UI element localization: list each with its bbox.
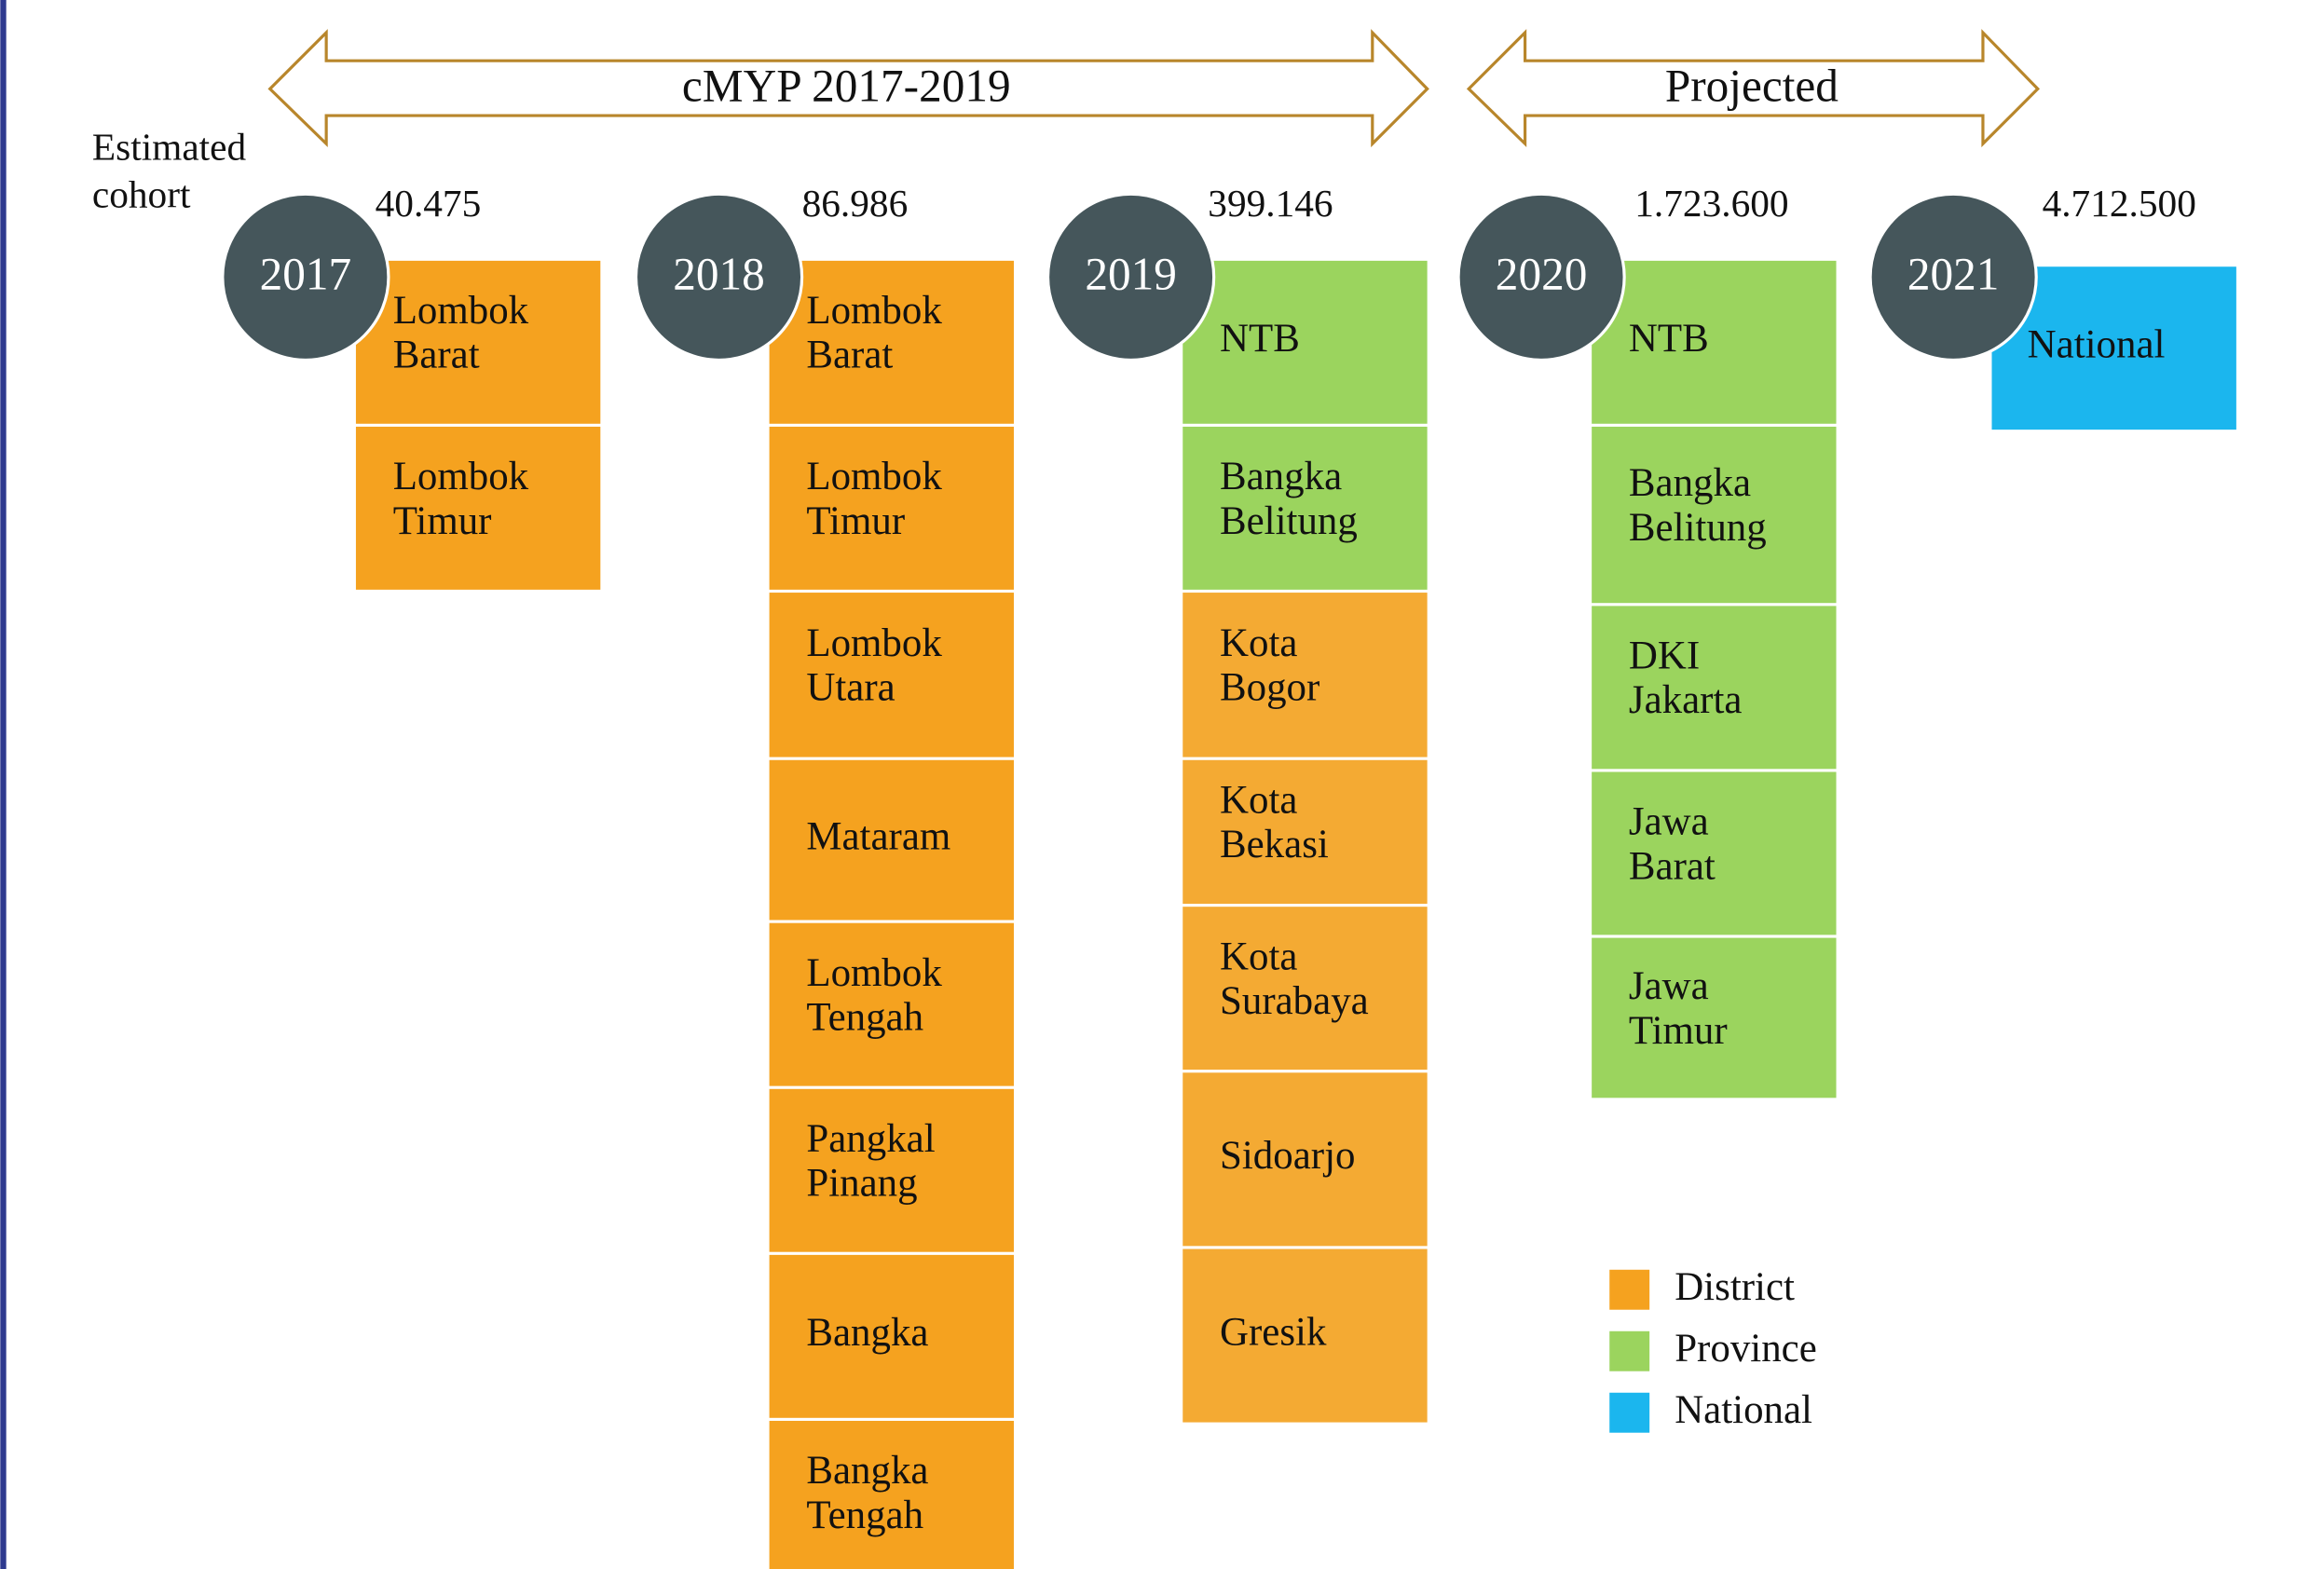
region-box — [769, 1254, 1014, 1418]
cohort-value: 4.712.500 — [2043, 182, 2196, 225]
region-label: Surabaya — [1220, 979, 1369, 1023]
region-box — [1183, 1072, 1428, 1247]
cohort-value: 1.723.600 — [1634, 182, 1788, 225]
cohort-value: 40.475 — [376, 182, 482, 225]
region-label: DKI — [1629, 634, 1700, 677]
region-label: National — [2028, 323, 2166, 367]
region-label: Timur — [806, 499, 905, 543]
region-label: NTB — [1629, 317, 1709, 361]
region-box — [1592, 426, 1837, 604]
arrow-label: Projected — [1665, 60, 1839, 111]
year-label: 2018 — [673, 248, 765, 299]
region-box — [1183, 907, 1428, 1071]
region-label: Pangkal — [806, 1117, 935, 1161]
year-badge — [1046, 192, 1216, 362]
region-label: Bogor — [1220, 666, 1319, 710]
region-label: Tengah — [806, 1494, 923, 1537]
region-label: Lombok — [806, 621, 942, 665]
region-label: Pinang — [806, 1162, 917, 1206]
region-box — [355, 426, 601, 590]
region-label: Gresik — [1220, 1310, 1327, 1354]
region-label: Sidoarjo — [1220, 1134, 1355, 1178]
legend-swatch — [1609, 1392, 1650, 1433]
region-label: Jawa — [1629, 964, 1709, 1008]
region-label: Lombok — [393, 455, 529, 498]
region-label: Jawa — [1629, 800, 1709, 844]
cohort-label: cohort — [92, 173, 191, 216]
region-box — [1183, 1248, 1428, 1423]
region-label: Bangka — [1629, 461, 1751, 505]
year-badge — [221, 192, 390, 362]
legend-label: National — [1675, 1388, 1812, 1432]
region-label: Kota — [1220, 935, 1297, 978]
region-box — [769, 593, 1014, 757]
year-label: 2021 — [1907, 248, 2000, 299]
legend-swatch — [1609, 1269, 1650, 1310]
region-box — [769, 759, 1014, 921]
cohort-value: 399.146 — [1208, 182, 1333, 225]
year-label: 2020 — [1496, 248, 1588, 299]
year-label: 2017 — [260, 248, 352, 299]
arrow-label: cMYP 2017-2019 — [682, 60, 1011, 111]
region-box — [355, 260, 601, 424]
region-box — [769, 1088, 1014, 1252]
region-label: Timur — [393, 499, 492, 543]
region-box — [1183, 260, 1428, 424]
legend-swatch — [1609, 1330, 1650, 1371]
region-label: Bangka — [1220, 455, 1342, 498]
region-label: Barat — [393, 334, 480, 377]
region-box — [769, 922, 1014, 1086]
legend-label: Province — [1675, 1327, 1817, 1371]
region-label: NTB — [1220, 317, 1300, 361]
region-box — [1183, 759, 1428, 905]
cohort-value: 86.986 — [802, 182, 909, 225]
region-label: Lombok — [806, 455, 942, 498]
region-label: Bekasi — [1220, 823, 1329, 866]
region-label: Belitung — [1220, 499, 1358, 543]
region-box — [1592, 771, 1837, 935]
year-badge — [634, 192, 804, 362]
region-label: Utara — [806, 666, 895, 710]
region-label: Timur — [1629, 1009, 1728, 1053]
region-label: Lombok — [806, 289, 942, 333]
region-label: Jakarta — [1629, 678, 1743, 722]
region-label: Lombok — [393, 289, 529, 333]
arrow — [1466, 29, 2041, 148]
legend-label: District — [1675, 1265, 1795, 1309]
region-box — [1183, 593, 1428, 757]
year-label: 2019 — [1085, 248, 1177, 299]
region-label: Tengah — [806, 995, 923, 1039]
cohort-label: Estimated — [92, 126, 247, 169]
region-label: Bangka — [806, 1449, 928, 1493]
region-box — [1592, 260, 1837, 424]
region-label: Bangka — [806, 1311, 928, 1355]
region-box — [1592, 606, 1837, 770]
region-label: Barat — [1629, 844, 1716, 888]
year-badge — [1868, 192, 2038, 362]
arrow — [267, 29, 1429, 148]
region-label: Lombok — [806, 951, 942, 995]
year-badge — [1456, 192, 1626, 362]
region-box — [769, 1420, 1014, 1569]
region-label: Mataram — [806, 814, 950, 858]
region-box — [1183, 426, 1428, 590]
region-label: Kota — [1220, 621, 1297, 665]
region-box — [769, 426, 1014, 590]
left-border — [0, 0, 7, 1569]
region-box — [769, 260, 1014, 424]
region-label: Belitung — [1629, 506, 1767, 550]
region-label: Kota — [1220, 779, 1297, 823]
region-label: Barat — [806, 334, 893, 377]
region-box — [1592, 937, 1837, 1098]
